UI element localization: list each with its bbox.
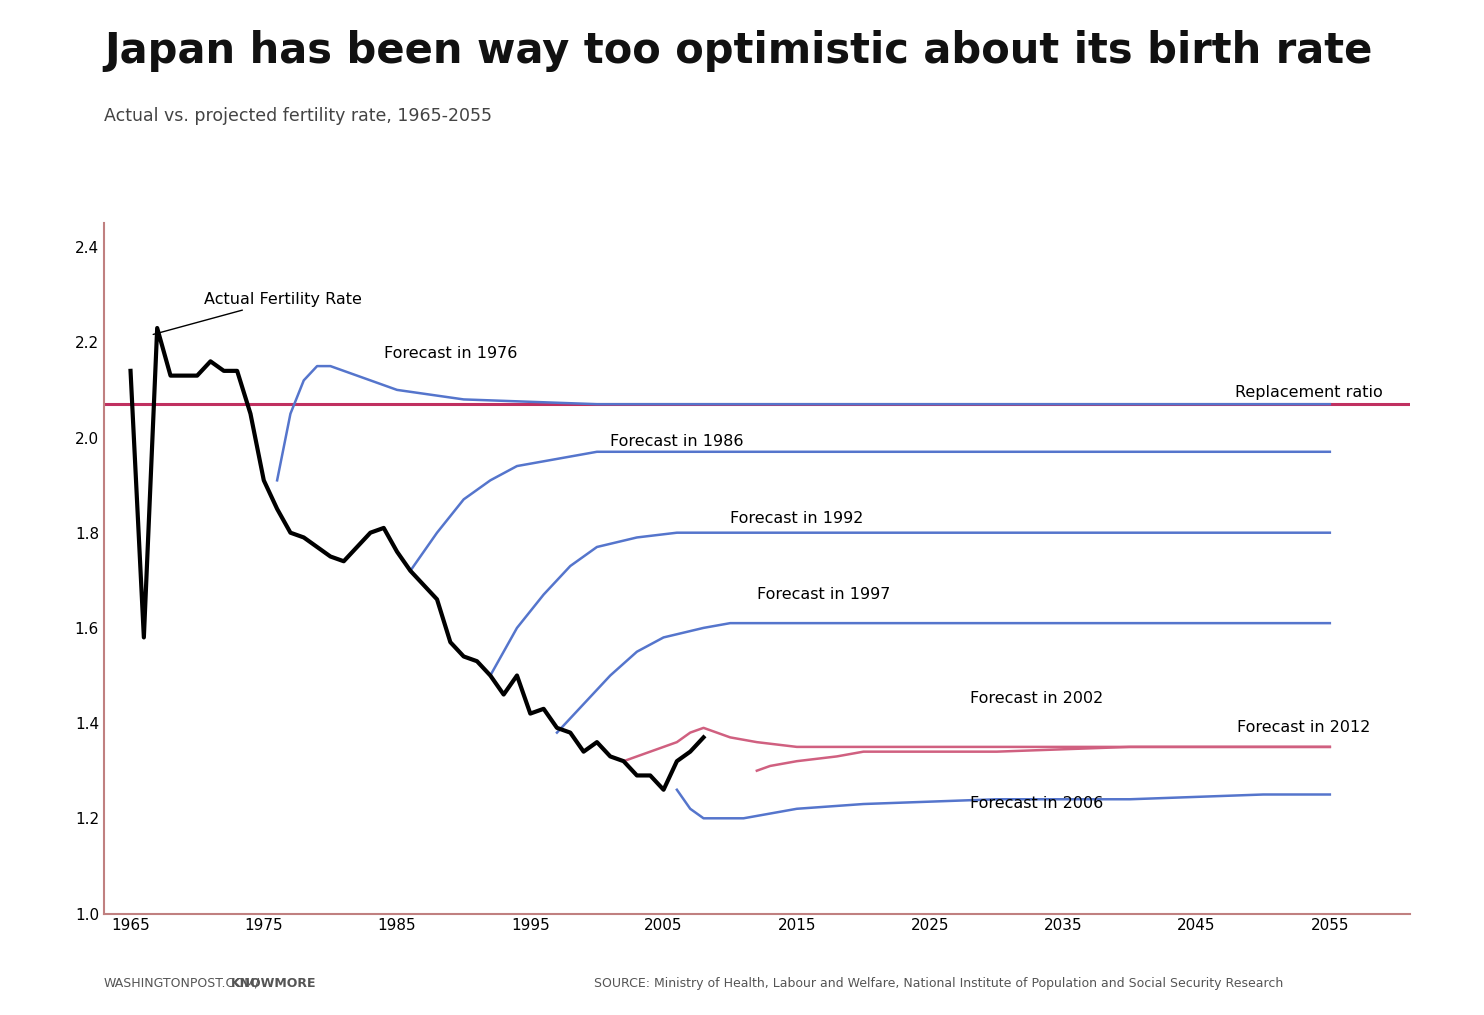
- Text: SOURCE: Ministry of Health, Labour and Welfare, National Institute of Population: SOURCE: Ministry of Health, Labour and W…: [594, 976, 1282, 990]
- Text: Forecast in 1992: Forecast in 1992: [730, 511, 864, 526]
- Text: Forecast in 2006: Forecast in 2006: [971, 796, 1103, 811]
- Text: WASHINGTONPOST.COM/: WASHINGTONPOST.COM/: [104, 976, 260, 990]
- Text: KNOWMORE: KNOWMORE: [232, 976, 316, 990]
- Text: Forecast in 1986: Forecast in 1986: [610, 434, 743, 450]
- Text: Forecast in 1976: Forecast in 1976: [384, 346, 516, 361]
- Text: Actual Fertility Rate: Actual Fertility Rate: [153, 291, 362, 334]
- Text: Actual vs. projected fertility rate, 1965-2055: Actual vs. projected fertility rate, 196…: [104, 107, 491, 125]
- Text: Forecast in 1997: Forecast in 1997: [757, 587, 890, 602]
- Text: Forecast in 2002: Forecast in 2002: [971, 691, 1103, 706]
- Text: Replacement ratio: Replacement ratio: [1235, 386, 1383, 400]
- Text: Forecast in 2012: Forecast in 2012: [1236, 720, 1370, 735]
- Text: Japan has been way too optimistic about its birth rate: Japan has been way too optimistic about …: [104, 30, 1373, 72]
